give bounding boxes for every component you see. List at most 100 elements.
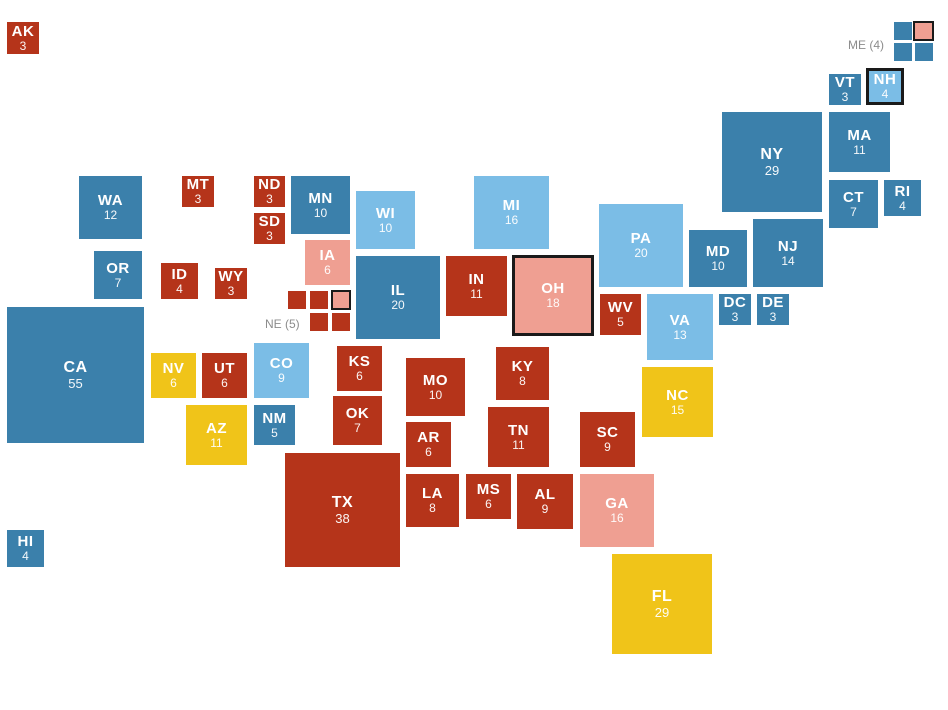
ne-district-5[interactable] [332, 313, 350, 331]
state-votes: 6 [485, 497, 492, 512]
state-mi[interactable]: MI 16 [474, 176, 549, 249]
state-abbr: WA [97, 192, 124, 210]
state-wv[interactable]: WV 5 [600, 294, 641, 335]
state-or[interactable]: OR 7 [94, 251, 142, 299]
state-co[interactable]: CO 9 [254, 343, 309, 398]
state-pa[interactable]: PA 20 [599, 204, 683, 287]
state-abbr: ND [258, 176, 281, 194]
me-district-2[interactable] [913, 21, 934, 41]
state-votes: 18 [546, 296, 560, 311]
state-ia[interactable]: IA 6 [305, 240, 350, 285]
ne-district-4[interactable] [310, 313, 328, 331]
state-ri[interactable]: RI 4 [884, 180, 921, 216]
state-ms[interactable]: MS 6 [466, 474, 511, 519]
state-wy[interactable]: WY 3 [215, 268, 247, 299]
state-nv[interactable]: NV 6 [151, 353, 196, 398]
state-ak[interactable]: AK 3 [7, 22, 39, 54]
state-wi[interactable]: WI 10 [356, 191, 415, 249]
state-mo[interactable]: MO 10 [406, 358, 465, 416]
state-votes: 14 [781, 253, 795, 268]
state-abbr: AL [534, 486, 556, 504]
me-district-3[interactable] [894, 43, 912, 61]
state-abbr: IL [390, 282, 406, 300]
state-votes: 11 [470, 286, 483, 301]
state-nc[interactable]: NC 15 [642, 367, 713, 437]
state-tn[interactable]: TN 11 [488, 407, 549, 467]
state-abbr: VT [834, 74, 856, 92]
state-abbr: NV [162, 360, 185, 378]
state-ar[interactable]: AR 6 [406, 422, 451, 467]
state-il[interactable]: IL 20 [356, 256, 440, 339]
state-ct[interactable]: CT 7 [829, 180, 878, 228]
state-ma[interactable]: MA 11 [829, 112, 890, 172]
state-votes: 10 [428, 387, 443, 402]
state-votes: 3 [19, 38, 27, 53]
state-mn[interactable]: MN 10 [291, 176, 350, 234]
state-md[interactable]: MD 10 [689, 230, 747, 287]
state-la[interactable]: LA 8 [406, 474, 459, 527]
state-id[interactable]: ID 4 [161, 263, 198, 299]
ne-district-3[interactable] [331, 290, 351, 310]
state-nj[interactable]: NJ 14 [753, 219, 823, 287]
state-al[interactable]: AL 9 [517, 474, 573, 529]
state-wa[interactable]: WA 12 [79, 176, 142, 239]
state-votes: 8 [429, 501, 436, 516]
state-abbr: IN [468, 270, 485, 288]
state-dc[interactable]: DC 3 [719, 294, 751, 325]
state-abbr: DE [762, 294, 784, 312]
state-abbr: MS [476, 481, 501, 499]
me-district-1[interactable] [894, 22, 912, 40]
state-abbr: CO [269, 355, 294, 373]
state-votes: 11 [853, 142, 866, 157]
state-votes: 20 [634, 246, 648, 261]
state-abbr: IA [319, 247, 336, 265]
state-votes: 8 [519, 374, 526, 389]
ne-district-1[interactable] [288, 291, 306, 309]
state-votes: 9 [278, 371, 285, 386]
state-abbr: CA [63, 358, 88, 376]
state-abbr: SD [258, 213, 281, 231]
state-abbr: MI [502, 197, 521, 215]
state-nd[interactable]: ND 3 [254, 176, 285, 207]
state-de[interactable]: DE 3 [757, 294, 789, 325]
state-abbr: AR [417, 429, 440, 447]
state-votes: 7 [354, 421, 361, 436]
state-tx[interactable]: TX 38 [285, 453, 400, 567]
state-fl[interactable]: FL 29 [612, 554, 712, 654]
state-ny[interactable]: NY 29 [722, 112, 822, 212]
state-ga[interactable]: GA 16 [580, 474, 654, 547]
ne-district-2[interactable] [310, 291, 328, 309]
state-va[interactable]: VA 13 [647, 294, 713, 360]
state-votes: 9 [541, 502, 549, 517]
state-vt[interactable]: VT 3 [829, 74, 861, 105]
me-district-4[interactable] [915, 43, 933, 61]
state-ca[interactable]: CA 55 [7, 307, 144, 443]
state-hi[interactable]: HI 4 [7, 530, 44, 567]
state-abbr: KY [511, 358, 534, 376]
state-sd[interactable]: SD 3 [254, 213, 285, 244]
state-nm[interactable]: NM 5 [254, 405, 295, 445]
state-ut[interactable]: UT 6 [202, 353, 247, 398]
state-abbr: NJ [777, 237, 799, 255]
state-votes: 3 [266, 192, 273, 207]
state-ks[interactable]: KS 6 [337, 346, 382, 391]
state-oh[interactable]: OH 18 [512, 255, 594, 336]
state-votes: 7 [114, 275, 122, 290]
state-votes: 7 [850, 204, 857, 219]
state-in[interactable]: IN 11 [446, 256, 507, 316]
state-votes: 3 [194, 192, 202, 207]
state-mt[interactable]: MT 3 [182, 176, 214, 207]
state-nh[interactable]: NH 4 [866, 68, 904, 105]
state-abbr: WV [607, 299, 634, 317]
state-votes: 3 [769, 310, 777, 325]
state-az[interactable]: AZ 11 [186, 405, 247, 465]
state-votes: 20 [391, 298, 405, 313]
state-ky[interactable]: KY 8 [496, 347, 549, 400]
state-votes: 10 [378, 220, 393, 235]
state-votes: 4 [22, 549, 29, 564]
state-votes: 6 [324, 263, 331, 278]
state-sc[interactable]: SC 9 [580, 412, 635, 467]
state-ok[interactable]: OK 7 [333, 396, 382, 445]
state-abbr: GA [605, 495, 629, 513]
